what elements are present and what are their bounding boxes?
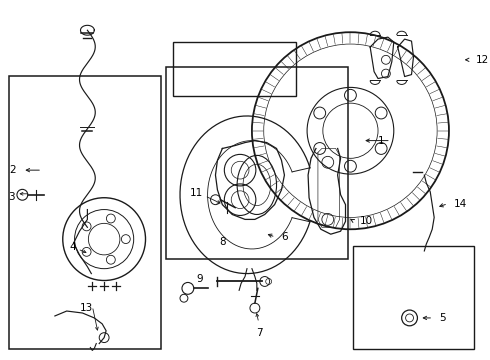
Bar [353,246,474,350]
Text: 6: 6 [281,232,288,242]
Text: 3: 3 [9,192,15,202]
Text: 10: 10 [360,216,373,226]
Bar [9,76,161,350]
Text: 7: 7 [256,328,263,338]
Text: 2: 2 [9,165,16,175]
Text: 13: 13 [80,303,93,313]
Text: 9: 9 [196,274,203,284]
Text: 8: 8 [219,237,226,247]
Text: 12: 12 [476,55,489,65]
Text: 5: 5 [439,313,446,323]
Bar [173,42,296,96]
Bar [166,67,348,259]
Text: 1: 1 [378,136,385,145]
Text: 14: 14 [454,199,467,209]
Text: 4: 4 [69,242,75,252]
Text: 11: 11 [190,188,203,198]
